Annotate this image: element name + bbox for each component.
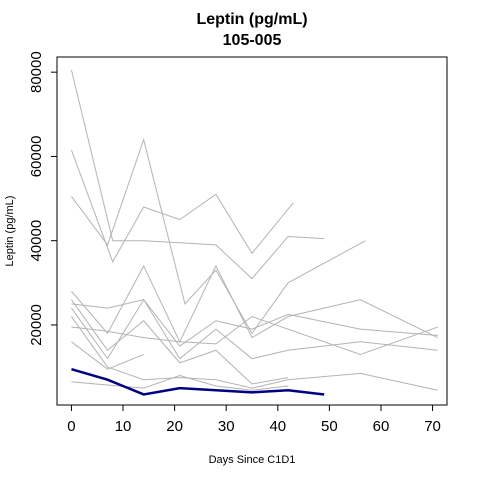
series-line (71, 264, 438, 343)
x-tick-label: 30 (218, 418, 235, 435)
y-tick-label: 40000 (28, 220, 45, 262)
x-tick-label: 60 (373, 418, 390, 435)
x-tick-label: 10 (115, 418, 132, 435)
series-line (71, 374, 289, 391)
series-line (70, 149, 294, 263)
x-tick-label: 70 (424, 418, 441, 435)
x-axis-label: Days Since C1D1 (209, 454, 296, 466)
y-tick-label: 20000 (28, 304, 45, 346)
series-line (70, 69, 325, 280)
series-line (71, 367, 325, 396)
series-line (71, 316, 438, 391)
x-tick-label: 50 (321, 418, 338, 435)
y-tick-label: 80000 (28, 51, 45, 93)
series-line (71, 299, 289, 385)
series-line (71, 315, 438, 355)
series-line (71, 299, 438, 347)
series-line (71, 298, 438, 360)
plot-frame (56, 56, 448, 406)
x-tick-label: 20 (166, 418, 183, 435)
chart-title: Leptin (pg/mL) (196, 11, 307, 28)
series-line (71, 341, 144, 370)
y-tick-label: 60000 (28, 136, 45, 178)
x-tick-label: 40 (269, 418, 286, 435)
series-line (71, 137, 366, 335)
x-tick-label: 0 (67, 418, 75, 435)
chart-subtitle: 105-005 (223, 32, 282, 49)
y-axis-label: Leptin (pg/mL) (4, 196, 16, 267)
